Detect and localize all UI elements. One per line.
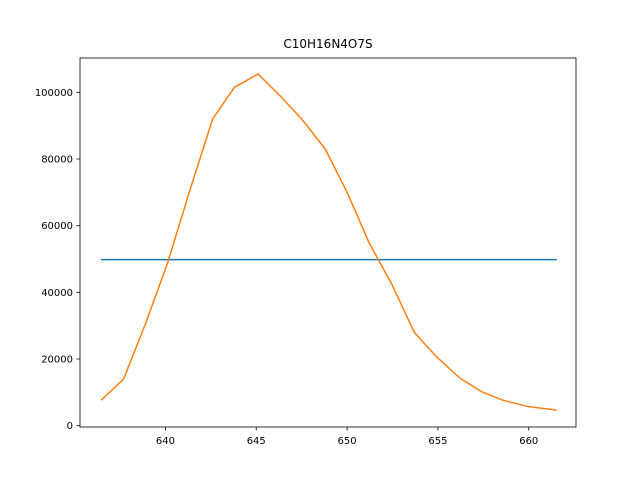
- data-point: [435, 356, 437, 358]
- data-point: [101, 259, 103, 261]
- chart-title: C10H16N4O7S: [283, 37, 372, 51]
- data-point: [459, 377, 461, 379]
- data-point: [325, 148, 327, 150]
- data-point: [346, 192, 348, 194]
- y-tick-label: 60000: [41, 221, 73, 232]
- x-tick-label: 640: [156, 436, 175, 447]
- data-point: [279, 95, 281, 97]
- x-tick-label: 645: [247, 436, 266, 447]
- data-point: [503, 400, 505, 402]
- y-tick-label: 40000: [41, 288, 73, 299]
- data-point: [526, 406, 528, 408]
- data-point: [555, 409, 557, 411]
- data-point: [555, 259, 557, 261]
- data-point: [166, 263, 168, 265]
- data-point: [481, 391, 483, 393]
- data-point: [190, 187, 192, 189]
- x-tick-label: 650: [338, 436, 357, 447]
- y-tick-label: 80000: [41, 155, 73, 166]
- data-point: [392, 285, 394, 287]
- data-point: [145, 323, 147, 325]
- x-tick-label: 660: [519, 436, 538, 447]
- axes: 640 645 650 655 660 0 20000 40000 60000 80000 1000…: [35, 57, 577, 447]
- x-tick-label: 655: [428, 436, 447, 447]
- y-tick-label: 100000: [35, 88, 73, 99]
- data-point: [234, 87, 236, 89]
- series-line-2: [100, 73, 557, 411]
- y-tick-label: 0: [67, 421, 73, 432]
- y-tick-label: 20000: [41, 355, 73, 366]
- data-point: [301, 118, 303, 120]
- data-point: [101, 399, 103, 401]
- data-point: [257, 73, 259, 75]
- data-point: [368, 242, 370, 244]
- axes-frame: [79, 57, 577, 428]
- data-point: [414, 332, 416, 334]
- data-point: [123, 378, 125, 380]
- data-point: [212, 118, 214, 120]
- plot-area: [100, 73, 557, 411]
